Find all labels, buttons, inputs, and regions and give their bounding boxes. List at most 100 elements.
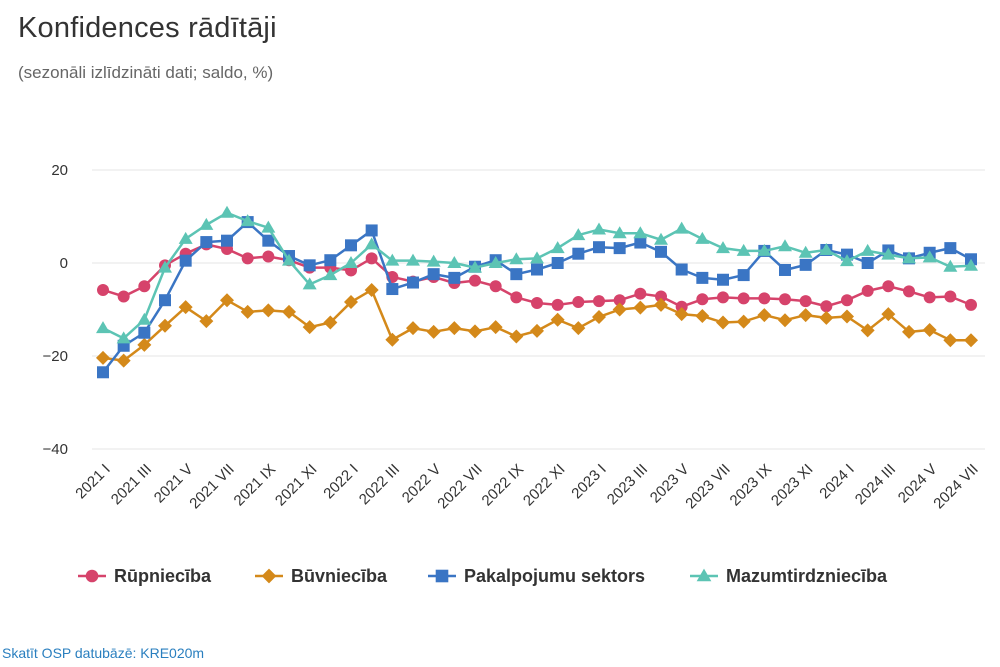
data-point (757, 243, 772, 256)
data-point (612, 226, 627, 239)
data-point (116, 331, 131, 344)
data-point (696, 271, 709, 284)
series-line (102, 211, 972, 340)
data-point (717, 291, 729, 304)
data-point (137, 337, 152, 352)
data-point (779, 293, 791, 306)
data-point (530, 251, 544, 264)
data-point (613, 242, 626, 255)
data-point (571, 228, 586, 241)
x-tick-label: 2021 III (108, 461, 155, 508)
data-point (262, 250, 275, 263)
data-point (427, 268, 440, 281)
data-point (551, 298, 564, 311)
data-point (406, 253, 420, 266)
y-tick-label: −20 (43, 348, 68, 365)
data-point (344, 256, 358, 268)
data-point (469, 274, 481, 287)
data-point (323, 315, 338, 330)
data-point (447, 321, 462, 336)
data-point (138, 280, 151, 293)
data-point (435, 569, 449, 583)
data-point (447, 256, 462, 268)
series-Mazumtirdzniecība (96, 205, 978, 344)
legend: Rūpniecība Būvniecība Pakalpojumu sektors M… (78, 566, 888, 586)
data-point (509, 252, 524, 265)
data-point (736, 314, 751, 329)
y-tick-label: −40 (43, 441, 68, 458)
legend-item: Pakalpojumu sektors (428, 566, 645, 586)
data-point (819, 310, 834, 325)
data-point (550, 241, 565, 254)
data-point (365, 224, 378, 237)
data-point (261, 220, 276, 233)
data-point (489, 280, 502, 293)
data-point (633, 300, 648, 315)
data-point (779, 263, 791, 276)
legend-item: Mazumtirdzniecība (690, 566, 888, 586)
data-point (696, 293, 709, 306)
data-point (612, 302, 627, 317)
x-tick-label: 2024 III (852, 461, 899, 508)
data-point (302, 320, 317, 335)
data-point (778, 239, 792, 252)
data-point (179, 254, 192, 267)
legend-item: Rūpniecība (78, 566, 212, 586)
data-point (903, 285, 915, 298)
data-point (882, 280, 895, 293)
data-point (510, 268, 523, 281)
data-point (654, 297, 668, 312)
x-tick-label: 2022 III (356, 461, 403, 508)
data-point (551, 257, 564, 269)
data-point (654, 232, 668, 245)
data-point (117, 339, 130, 352)
data-point (695, 231, 710, 244)
y-axis-ticks: 20 0 −20 −40 (43, 162, 68, 458)
data-point (572, 296, 585, 309)
database-link[interactable]: Skatīt OSP datubāzē: KRE020m (2, 645, 205, 661)
data-point (426, 324, 441, 339)
data-point (922, 322, 937, 337)
data-point (386, 283, 399, 296)
data-point (799, 295, 812, 308)
data-point (944, 242, 957, 255)
data-point (798, 245, 813, 258)
data-point (407, 276, 419, 289)
data-point (200, 236, 213, 249)
data-point (943, 333, 958, 348)
data-point (488, 256, 503, 268)
data-point (468, 260, 482, 273)
data-point (364, 282, 379, 297)
data-point (964, 258, 978, 271)
x-tick-label: 2021 IX (231, 461, 280, 510)
data-point (531, 263, 543, 276)
data-point (840, 254, 854, 267)
chart-subtitle: (sezonāli izlīdzināti dati; saldo, %) (18, 63, 274, 82)
data-point (220, 293, 234, 308)
data-point (758, 292, 771, 305)
data-point (675, 300, 688, 313)
data-point (303, 259, 316, 272)
x-tick-label: 2022 IX (479, 461, 528, 510)
data-point (262, 234, 275, 247)
y-tick-label: 20 (51, 162, 68, 179)
data-point (634, 287, 647, 300)
data-point (199, 217, 214, 230)
data-point (199, 314, 214, 329)
data-point (902, 251, 916, 264)
data-point (571, 321, 586, 336)
x-tick-label: 2022 VII (434, 461, 486, 513)
series-group (96, 205, 978, 379)
y-tick-label: 0 (60, 255, 68, 272)
data-point (117, 290, 130, 303)
data-point (881, 307, 896, 322)
data-point (716, 241, 730, 254)
data-point (240, 214, 255, 227)
x-tick-label: 2024 VII (930, 461, 982, 513)
data-point (965, 298, 977, 311)
data-point (819, 242, 834, 255)
data-point (613, 294, 626, 307)
data-point (385, 332, 400, 347)
data-point (757, 308, 772, 323)
